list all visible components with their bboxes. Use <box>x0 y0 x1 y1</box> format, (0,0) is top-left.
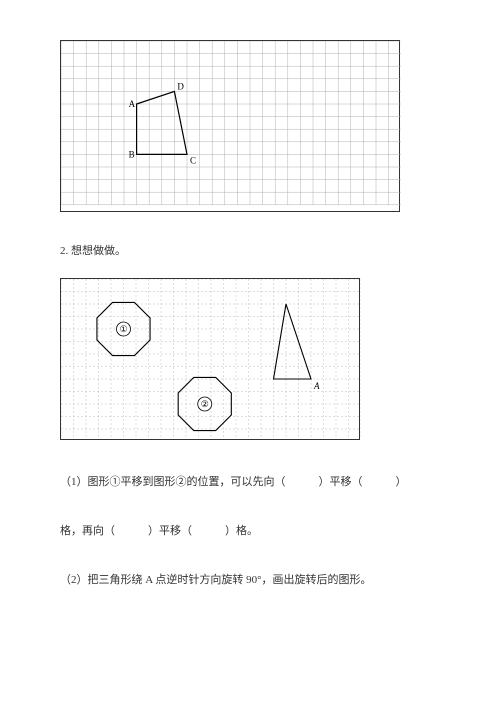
section-2-title: 2. 想想做做。 <box>60 242 440 258</box>
q1-blank-1 <box>286 476 319 488</box>
figure-1-svg: A B C D <box>61 41 401 211</box>
figure-2-container: ① ② A <box>60 278 360 440</box>
svg-text:C: C <box>190 155 196 165</box>
svg-text:①: ① <box>119 324 127 334</box>
svg-text:②: ② <box>201 399 209 409</box>
q1-mid1: ）平移（ <box>319 476 363 488</box>
q1-blank-3 <box>115 525 148 537</box>
figure-2-svg: ① ② A <box>61 279 361 439</box>
q1-suffix: ）格。 <box>225 525 258 537</box>
question-1: （1）图形①平移到图形②的位置，可以先向（ ）平移（ ） <box>60 470 440 494</box>
svg-text:B: B <box>129 149 135 159</box>
q1-blank-4 <box>192 525 225 537</box>
question-1-line2: 格，再向（ ）平移（ ）格。 <box>60 519 440 543</box>
q1-mid2: ） <box>396 476 407 488</box>
q1-blank-2 <box>363 476 396 488</box>
svg-text:A: A <box>313 381 320 391</box>
q1-prefix: （1）图形①平移到图形②的位置，可以先向（ <box>60 476 286 488</box>
question-2: （2）把三角形绕 A 点逆时针方向旋转 90°，画出旋转后的图形。 <box>60 568 440 592</box>
figure-1-container: A B C D <box>60 40 400 212</box>
q1-mid3: ）平移（ <box>148 525 192 537</box>
svg-text:A: A <box>129 99 136 109</box>
svg-text:D: D <box>177 81 184 91</box>
q1-l2-prefix: 格，再向（ <box>60 525 115 537</box>
